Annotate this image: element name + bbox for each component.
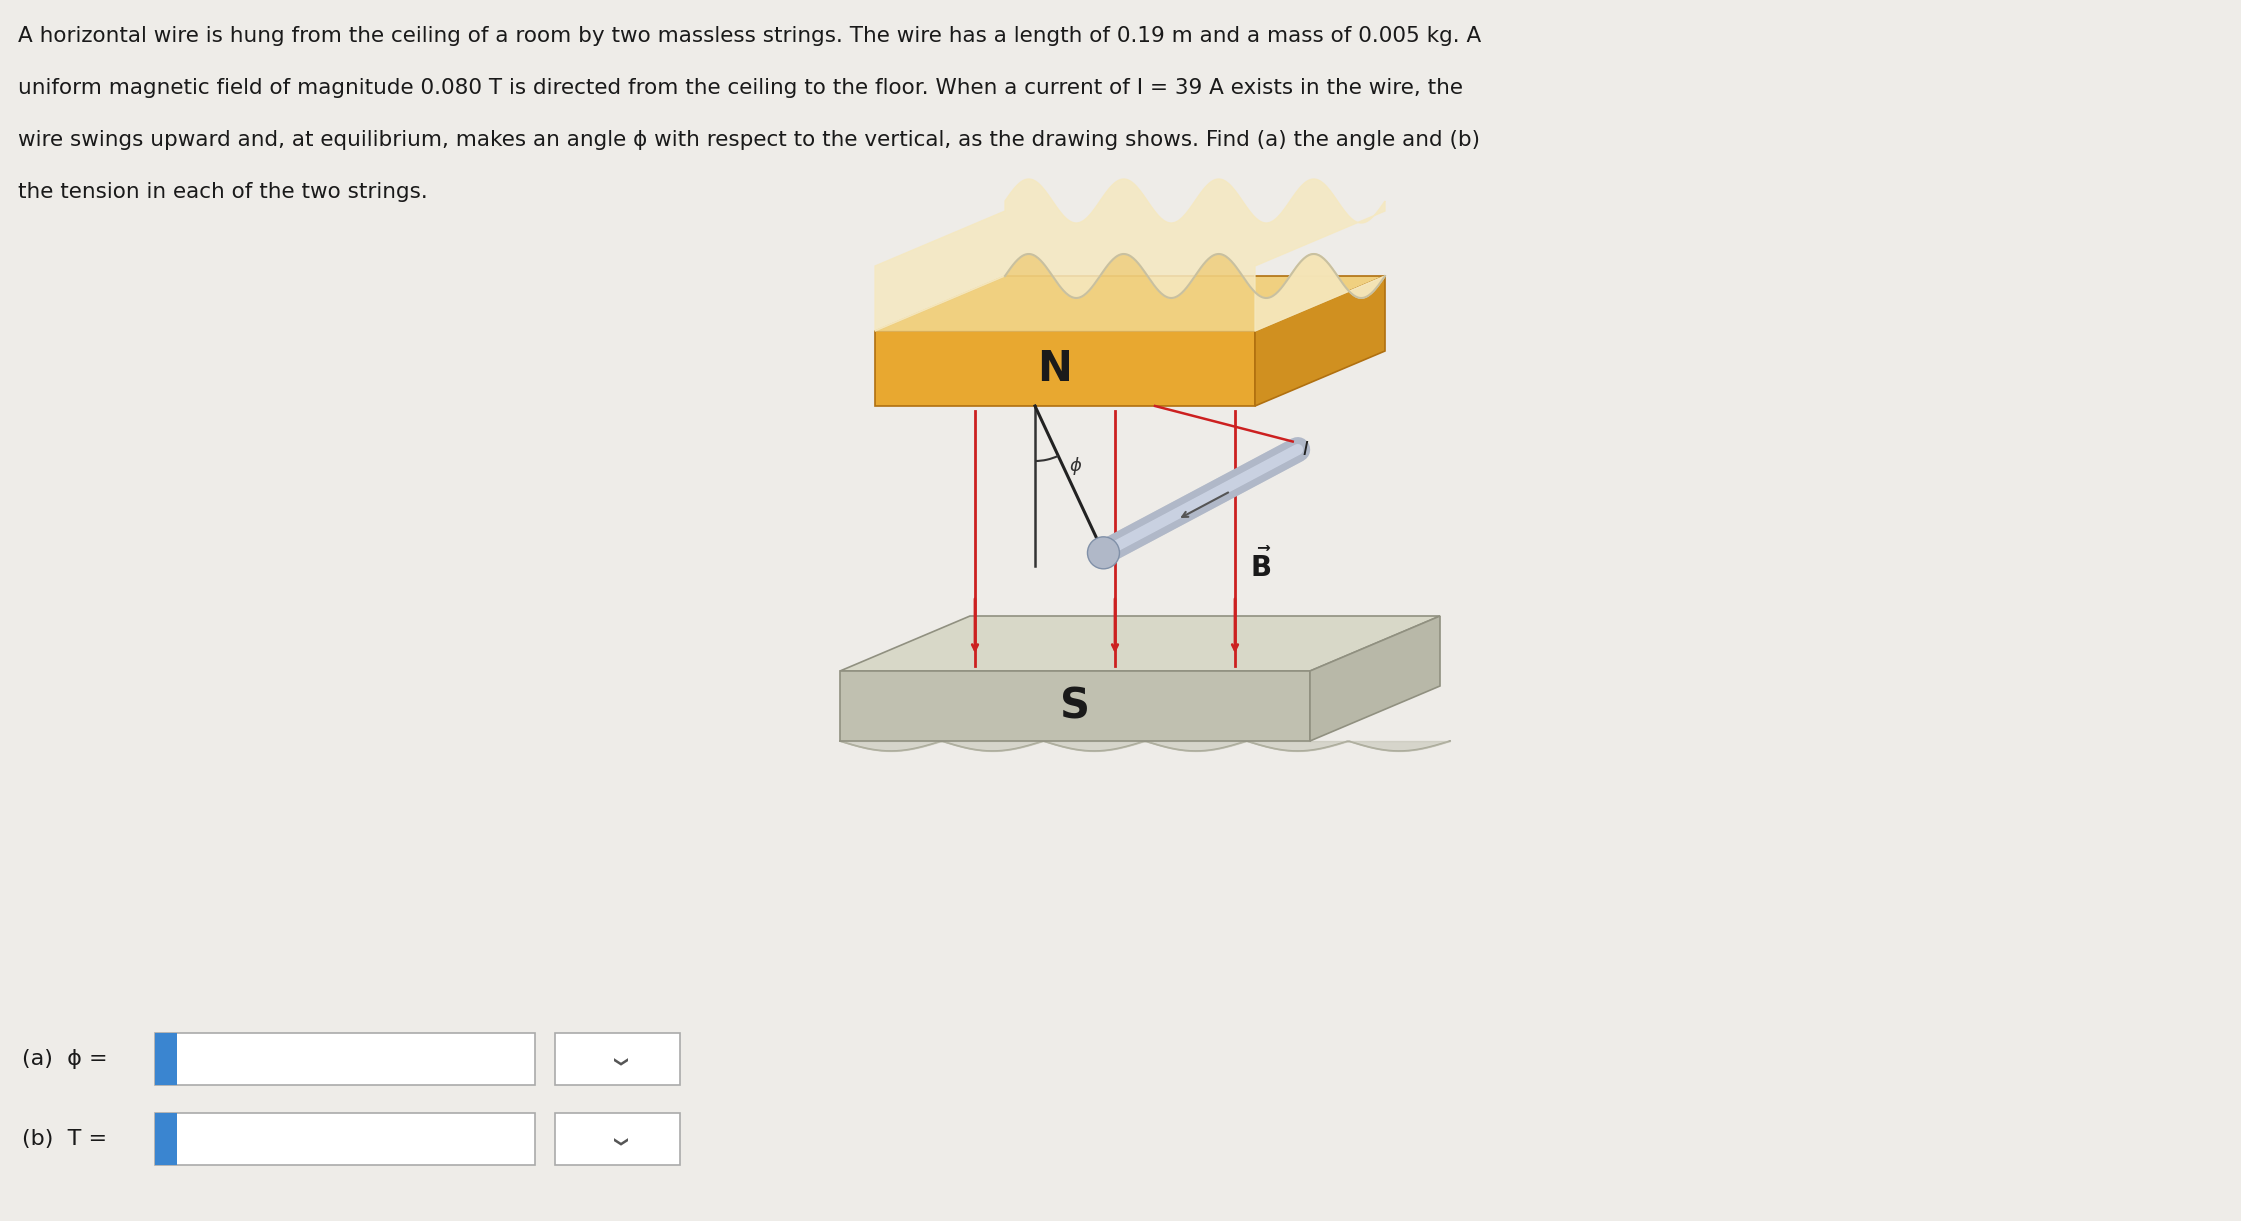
FancyBboxPatch shape (556, 1114, 679, 1165)
Text: N: N (1038, 348, 1073, 389)
Text: ϕ: ϕ (1069, 457, 1080, 475)
Text: the tension in each of the two strings.: the tension in each of the two strings. (18, 182, 428, 201)
Text: ❯: ❯ (610, 1057, 625, 1068)
Text: $\mathbf{\vec{B}}$: $\mathbf{\vec{B}}$ (1250, 549, 1271, 584)
Text: (a)  ϕ =: (a) ϕ = (22, 1049, 108, 1070)
Text: ❯: ❯ (610, 1137, 625, 1149)
Polygon shape (874, 276, 1385, 331)
Polygon shape (1255, 276, 1385, 407)
Text: wire swings upward and, at equilibrium, makes an angle ϕ with respect to the ver: wire swings upward and, at equilibrium, … (18, 129, 1479, 150)
Text: S: S (1060, 685, 1089, 726)
Polygon shape (840, 672, 1311, 741)
Polygon shape (874, 331, 1255, 407)
Text: (b)  T =: (b) T = (22, 1129, 108, 1149)
FancyBboxPatch shape (155, 1033, 536, 1085)
Circle shape (1087, 537, 1120, 569)
Text: I: I (1302, 440, 1309, 459)
Polygon shape (874, 179, 1385, 331)
FancyBboxPatch shape (155, 1033, 177, 1085)
Polygon shape (874, 254, 1385, 331)
Polygon shape (840, 617, 1441, 672)
Polygon shape (1311, 617, 1441, 741)
Text: A horizontal wire is hung from the ceiling of a room by two massless strings. Th: A horizontal wire is hung from the ceili… (18, 26, 1481, 46)
Text: uniform magnetic field of magnitude 0.080 T is directed from the ceiling to the : uniform magnetic field of magnitude 0.08… (18, 78, 1463, 98)
FancyBboxPatch shape (155, 1114, 536, 1165)
FancyBboxPatch shape (556, 1033, 679, 1085)
FancyBboxPatch shape (155, 1114, 177, 1165)
